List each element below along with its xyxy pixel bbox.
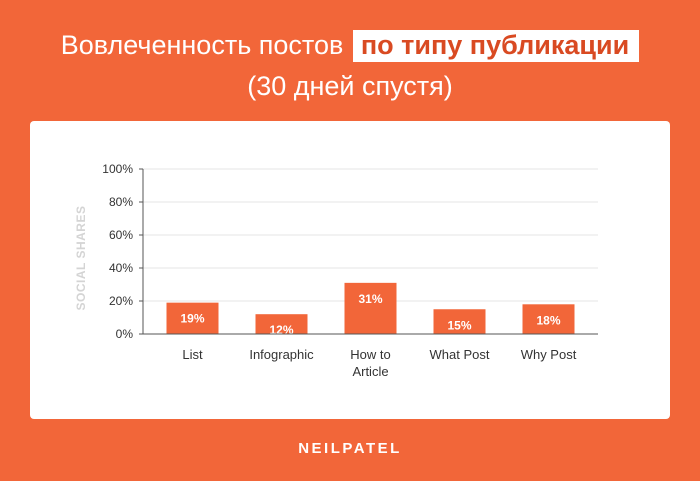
bar-chart: 0% 20% 40% 60% 80% 100% 19% 12% 31% 15% 18% List I… [74,162,598,379]
gridlines [143,168,598,302]
x-tick-label: Infographic [249,347,314,362]
y-tick-label: 0% [116,327,134,341]
subtitle: (30 дней спустя) [247,71,453,101]
bar [255,314,308,334]
brand-logo: NEILPATEL [298,440,402,457]
bar-data-label: 18% [536,313,560,327]
bar-data-label: 31% [358,292,382,306]
bar [166,302,219,334]
title-highlight: по типу публикации [352,30,640,62]
x-tick-label: What Post [430,347,490,362]
x-tick-label: Why Post [521,347,577,362]
title-part-1: Вовлеченность постов [60,30,344,60]
bar [433,309,486,334]
y-tick-label: 20% [109,294,133,308]
x-tick-label: How to [350,347,390,362]
bar-data-label: 19% [180,312,204,326]
y-tick-label: 40% [109,261,133,275]
bar-data-label: 15% [447,318,471,332]
bar [344,282,397,334]
bar-data-label: 12% [269,323,293,337]
x-tick-label: List [182,347,203,362]
bars: 19% 12% 31% 15% 18% [166,282,575,337]
x-tick-label: Article [352,364,388,379]
y-tick-label: 80% [109,195,133,209]
y-tick-label: 100% [102,162,133,176]
x-tick-labels: List Infographic How to Article What Post Why… [182,347,576,379]
y-tick-label: 60% [109,228,133,242]
bar [522,304,575,334]
y-tick-labels: 0% 20% 40% 60% 80% 100% [102,162,143,341]
chart-card: 0% 20% 40% 60% 80% 100% 19% 12% 31% 15% 18% List I… [30,121,670,419]
y-axis-label: SOCIAL SHARES [74,206,88,311]
title-line-1: Вовлеченность постов по типу публикации [0,26,700,64]
